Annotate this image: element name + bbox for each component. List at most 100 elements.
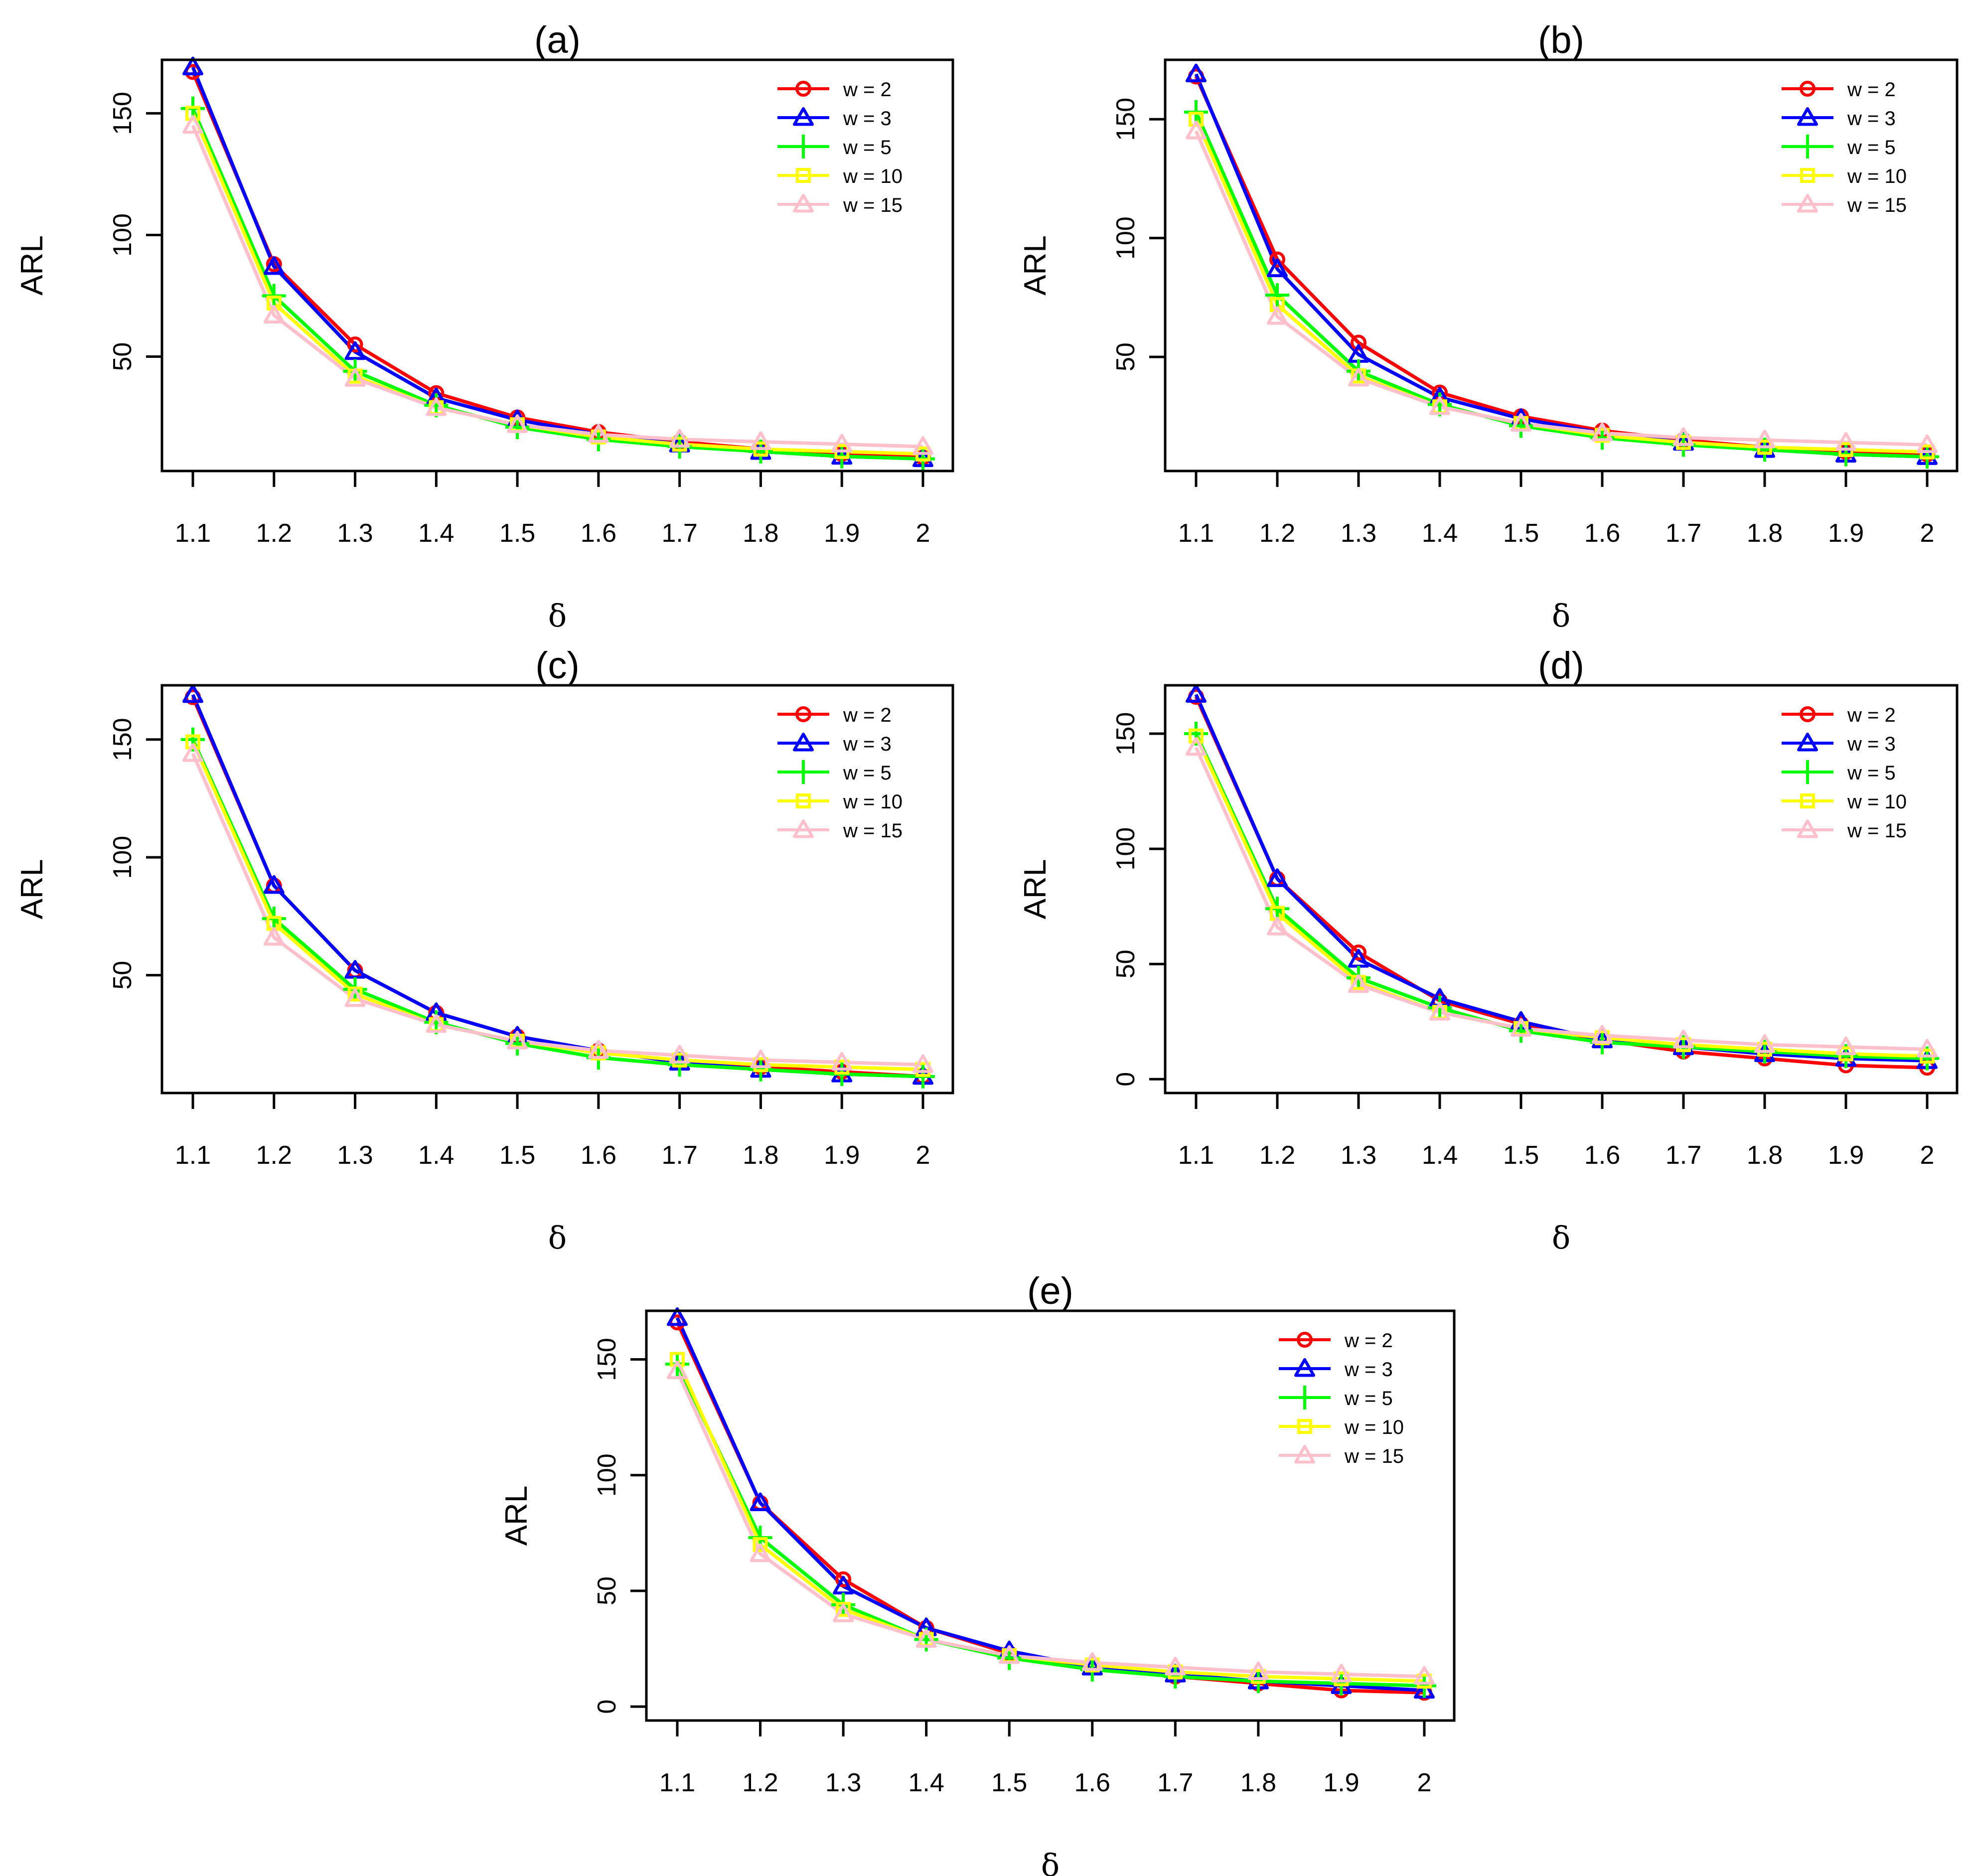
x-tick-label: 1.3 <box>337 1141 373 1170</box>
series-line-w=15 <box>191 125 923 449</box>
legend-marker <box>795 706 811 722</box>
panel-d: (d) 1.1 1.2 1.3 1.4 1.5 1.6 1.7 1.8 1.9 2 0 50 100 150… <box>1018 644 1959 1256</box>
x-axis-label: δ <box>1552 1220 1570 1256</box>
legend-label: w = 3 <box>843 108 892 130</box>
data-point <box>831 1052 853 1071</box>
data-point <box>750 431 771 450</box>
legend-marker <box>796 168 811 183</box>
data-point <box>344 341 366 360</box>
x-tick-label: 1.2 <box>1259 519 1295 548</box>
data-point <box>1417 1674 1432 1689</box>
x-tick-label: 1.1 <box>1178 519 1214 548</box>
y-tick-label: 50 <box>108 342 137 371</box>
data-point <box>1511 1018 1531 1037</box>
data-point <box>182 743 203 762</box>
x-tick-label: 2 <box>916 519 930 548</box>
y-tick-label: 50 <box>108 961 137 990</box>
legend-label: w = 5 <box>1847 137 1896 158</box>
y-axis-label: ARL <box>499 1486 534 1546</box>
legend-marker <box>1297 1332 1313 1348</box>
legend-marker <box>1797 194 1818 213</box>
legend-label: w = 5 <box>1344 1388 1393 1409</box>
data-point <box>831 434 853 453</box>
y-tick-label: 150 <box>1111 98 1140 141</box>
data-point <box>1270 297 1285 313</box>
legend-marker <box>791 135 815 158</box>
legend-label: w = 15 <box>1344 1445 1404 1467</box>
data-point <box>1673 427 1694 446</box>
x-tick-label: 1.2 <box>1259 1141 1295 1170</box>
legend-marker <box>1800 706 1816 722</box>
data-point <box>912 1054 933 1073</box>
plot-frame <box>645 1309 1456 1722</box>
x-tick-label: 1.8 <box>1747 519 1783 548</box>
x-tick-label: 2 <box>1920 1141 1935 1170</box>
y-axis-label: ARL <box>1018 235 1053 296</box>
data-point <box>347 986 363 1002</box>
legend-marker <box>793 107 814 126</box>
series-line-w=10 <box>1194 735 1928 1058</box>
data-point <box>507 414 528 433</box>
data-point <box>1592 422 1613 442</box>
y-tick-label: 50 <box>593 1576 621 1605</box>
data-point <box>836 1602 851 1617</box>
x-tick-label: 1.3 <box>1341 1141 1376 1170</box>
legend-label: w = 3 <box>1847 108 1896 130</box>
data-point <box>1592 1025 1613 1044</box>
chart-title: (c) <box>535 644 580 687</box>
data-point <box>1267 306 1288 325</box>
data-point <box>263 875 285 894</box>
data-point <box>667 1360 688 1380</box>
data-point <box>1351 944 1366 961</box>
data-point <box>750 1492 771 1511</box>
y-tick-label: 100 <box>1111 216 1140 260</box>
legend-marker <box>793 733 814 752</box>
data-point <box>669 1045 690 1064</box>
data-point <box>1511 413 1531 432</box>
legend-label: w = 3 <box>1847 733 1896 755</box>
x-tick-label: 1.8 <box>743 1141 778 1170</box>
x-tick-label: 1.9 <box>824 519 860 548</box>
data-point <box>1429 396 1450 415</box>
x-tick-label: 1.7 <box>1666 1141 1701 1170</box>
data-point <box>1351 334 1366 351</box>
x-tick-label: 1.1 <box>659 1768 695 1797</box>
x-tick-label: 1.7 <box>662 1141 698 1170</box>
data-point <box>588 424 609 443</box>
data-point <box>1081 1652 1103 1671</box>
legend-marker <box>1293 1386 1317 1409</box>
legend-marker <box>1797 733 1818 752</box>
data-point <box>834 1059 850 1075</box>
legend-label: w = 5 <box>843 762 892 784</box>
data-point <box>1267 868 1288 887</box>
x-tick-label: 1.8 <box>1747 1141 1783 1170</box>
data-point <box>1186 684 1207 703</box>
plot-frame <box>1164 684 1959 1094</box>
data-point <box>182 56 203 76</box>
plot-frame <box>1164 58 1959 472</box>
data-point <box>1265 283 1289 308</box>
data-point <box>672 1052 687 1068</box>
data-point <box>999 1645 1020 1664</box>
x-tick-label: 1.9 <box>1828 1141 1864 1170</box>
series-line-w=10 <box>191 741 923 1072</box>
series-line-w=3 <box>191 694 923 1079</box>
data-point <box>1331 1664 1352 1683</box>
x-tick-label: 1.4 <box>1422 1141 1458 1170</box>
x-tick-label: 1.7 <box>662 519 698 548</box>
x-axis-label: δ <box>548 1220 567 1256</box>
data-point <box>426 397 447 416</box>
legend-marker <box>791 760 815 784</box>
x-tick-label: 1.4 <box>418 519 454 548</box>
data-point <box>185 734 200 750</box>
data-point <box>263 256 285 275</box>
series-line-w=2 <box>191 71 923 460</box>
data-point <box>507 1030 528 1050</box>
x-tick-label: 1.3 <box>337 519 373 548</box>
y-tick-label: 100 <box>108 213 137 257</box>
data-point <box>344 988 366 1007</box>
data-point <box>588 1040 609 1059</box>
x-tick-label: 1.5 <box>499 519 535 548</box>
data-point <box>1267 258 1288 278</box>
